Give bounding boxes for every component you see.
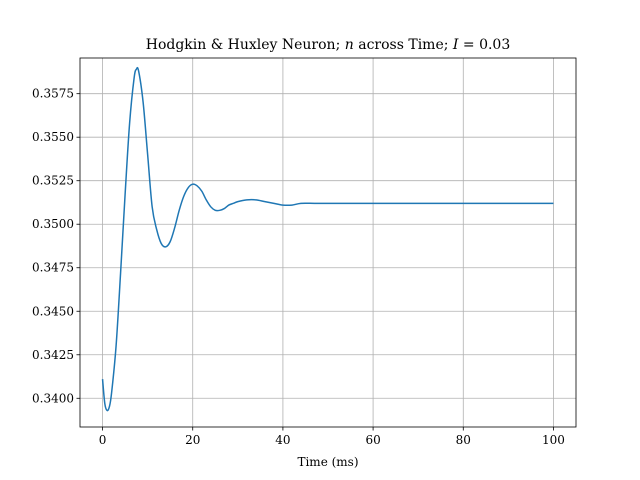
y-tick-label: 0.3575 xyxy=(32,87,74,101)
title-suffix: = 0.03 xyxy=(458,37,510,53)
y-tick-label: 0.3450 xyxy=(32,304,74,318)
axis-ticks: 0 20 40 60 80 100 0.3400 0.3425 0.3450 0.3475 0.35… xyxy=(32,87,565,447)
title-var-i: I xyxy=(452,37,459,53)
x-tick-label: 40 xyxy=(275,433,290,447)
title-var-n: n xyxy=(345,37,354,53)
y-tick-label: 0.3425 xyxy=(32,348,74,362)
y-tick-label: 0.3400 xyxy=(32,391,74,405)
title-prefix: Hodgkin & Huxley Neuron; xyxy=(146,37,345,53)
chart-title: Hodgkin & Huxley Neuron; n across Time; … xyxy=(146,37,511,53)
series-line-n xyxy=(101,66,554,412)
x-tick-label: 60 xyxy=(365,433,380,447)
plot-frame xyxy=(79,57,577,428)
y-tick-label: 0.3550 xyxy=(32,130,74,144)
x-tick-label: 20 xyxy=(185,433,200,447)
y-tick-label: 0.3475 xyxy=(32,261,74,275)
x-tick-label: 100 xyxy=(542,433,565,447)
y-tick-label: 0.3525 xyxy=(32,174,74,188)
grid xyxy=(80,58,576,427)
x-tick-label: 0 xyxy=(99,433,107,447)
y-tick-label: 0.3500 xyxy=(32,217,74,231)
x-tick-label: 80 xyxy=(456,433,471,447)
title-mid: across Time; xyxy=(354,37,453,53)
x-axis-label: Time (ms) xyxy=(297,455,358,469)
